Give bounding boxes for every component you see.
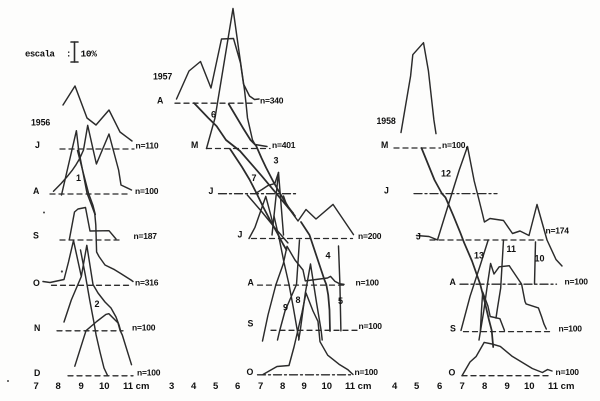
- svg-text:A: A: [33, 186, 40, 196]
- svg-text:12: 12: [441, 169, 451, 179]
- svg-text:7: 7: [252, 173, 257, 183]
- svg-text:J: J: [209, 186, 214, 196]
- svg-text:N: N: [34, 323, 40, 333]
- svg-text:5: 5: [213, 381, 219, 392]
- svg-text:8: 8: [56, 381, 61, 392]
- svg-text:9: 9: [505, 381, 510, 392]
- svg-text:S: S: [33, 231, 39, 241]
- svg-text:n=100: n=100: [565, 277, 589, 287]
- svg-text:n=200: n=200: [358, 231, 382, 241]
- svg-text:7: 7: [258, 381, 263, 392]
- svg-text:O: O: [449, 368, 456, 378]
- svg-text:11 cm: 11 cm: [123, 381, 149, 392]
- svg-text:4: 4: [392, 381, 398, 392]
- svg-text:7: 7: [34, 381, 39, 392]
- svg-text:n=100: n=100: [556, 367, 580, 377]
- svg-text:M: M: [381, 140, 388, 150]
- svg-text:9: 9: [283, 303, 288, 313]
- svg-text:2: 2: [95, 299, 100, 309]
- svg-text:6: 6: [235, 381, 240, 392]
- svg-text:10: 10: [535, 254, 545, 264]
- svg-text:1: 1: [76, 173, 81, 183]
- svg-text:J: J: [416, 232, 421, 242]
- svg-text:1956: 1956: [31, 118, 50, 128]
- svg-text:6: 6: [211, 110, 216, 120]
- svg-text:6: 6: [437, 381, 442, 392]
- svg-text:J: J: [384, 186, 389, 196]
- svg-text:10: 10: [524, 381, 535, 392]
- svg-text:n=100: n=100: [135, 186, 159, 196]
- svg-text:1957: 1957: [153, 72, 172, 82]
- svg-text:4: 4: [191, 381, 197, 392]
- svg-text:9: 9: [79, 381, 84, 392]
- svg-text:n=340: n=340: [260, 96, 284, 106]
- svg-text:A: A: [450, 277, 457, 287]
- svg-text:11 cm: 11 cm: [345, 381, 371, 392]
- svg-text:n=100: n=100: [359, 321, 383, 331]
- svg-text:n=100: n=100: [137, 368, 161, 378]
- svg-text:n=100,: n=100,: [442, 140, 468, 150]
- svg-text:J: J: [35, 140, 40, 150]
- svg-text:10%: 10%: [81, 49, 98, 60]
- svg-text:10: 10: [322, 381, 333, 392]
- svg-text:n=100: n=100: [355, 367, 379, 377]
- svg-text:11 cm: 11 cm: [548, 381, 574, 392]
- svg-text:n=110: n=110: [136, 141, 159, 151]
- svg-text:M: M: [191, 140, 198, 150]
- svg-text:8: 8: [280, 381, 285, 392]
- svg-text:3: 3: [274, 156, 279, 166]
- svg-text:n=187: n=187: [134, 231, 158, 241]
- svg-text:11: 11: [507, 244, 517, 254]
- svg-text:D: D: [34, 368, 40, 378]
- svg-text:J: J: [238, 230, 243, 240]
- svg-text:S: S: [248, 319, 254, 329]
- svg-text::: :: [66, 50, 71, 60]
- svg-text:13: 13: [474, 251, 484, 261]
- svg-text:O: O: [247, 367, 254, 377]
- svg-text:5: 5: [338, 296, 343, 306]
- svg-text:1958: 1958: [377, 116, 396, 126]
- svg-text:8: 8: [296, 295, 301, 305]
- svg-text:4: 4: [326, 251, 331, 261]
- svg-text:5: 5: [414, 381, 420, 392]
- svg-text:n=316: n=316: [135, 278, 159, 288]
- svg-text:10: 10: [99, 381, 110, 392]
- svg-text:9: 9: [302, 381, 307, 392]
- svg-text:n=100: n=100: [559, 324, 583, 334]
- svg-text:escala: escala: [25, 50, 56, 60]
- svg-text:3: 3: [169, 381, 174, 392]
- svg-text:n=100: n=100: [356, 278, 380, 288]
- svg-text:A: A: [157, 96, 164, 106]
- svg-text:O: O: [33, 278, 40, 288]
- svg-text:S: S: [450, 324, 456, 334]
- svg-text:n=174: n=174: [546, 226, 570, 236]
- svg-text:7: 7: [460, 381, 465, 392]
- svg-text:A: A: [248, 278, 255, 288]
- svg-text:n=401: n=401: [272, 140, 296, 150]
- svg-text:8: 8: [482, 381, 487, 392]
- svg-text:n=100: n=100: [132, 323, 156, 333]
